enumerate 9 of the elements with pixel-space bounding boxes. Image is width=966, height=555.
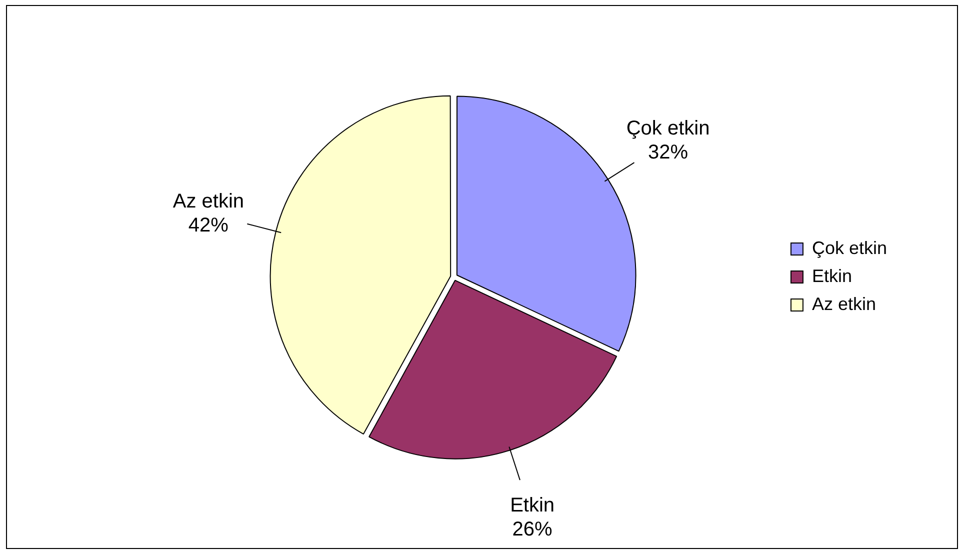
legend-label: Çok etkin [812, 238, 888, 258]
slice-label: Etkin [510, 494, 555, 517]
legend-label: Etkin [812, 266, 852, 286]
data-label: 42% [188, 214, 229, 236]
data-label: 26% [512, 518, 553, 541]
legend-label: Az etkin [812, 294, 876, 314]
slice-label: Çok etkin [626, 118, 710, 140]
data-label: 32% [648, 142, 688, 164]
slice-label: Az etkin [172, 190, 244, 212]
